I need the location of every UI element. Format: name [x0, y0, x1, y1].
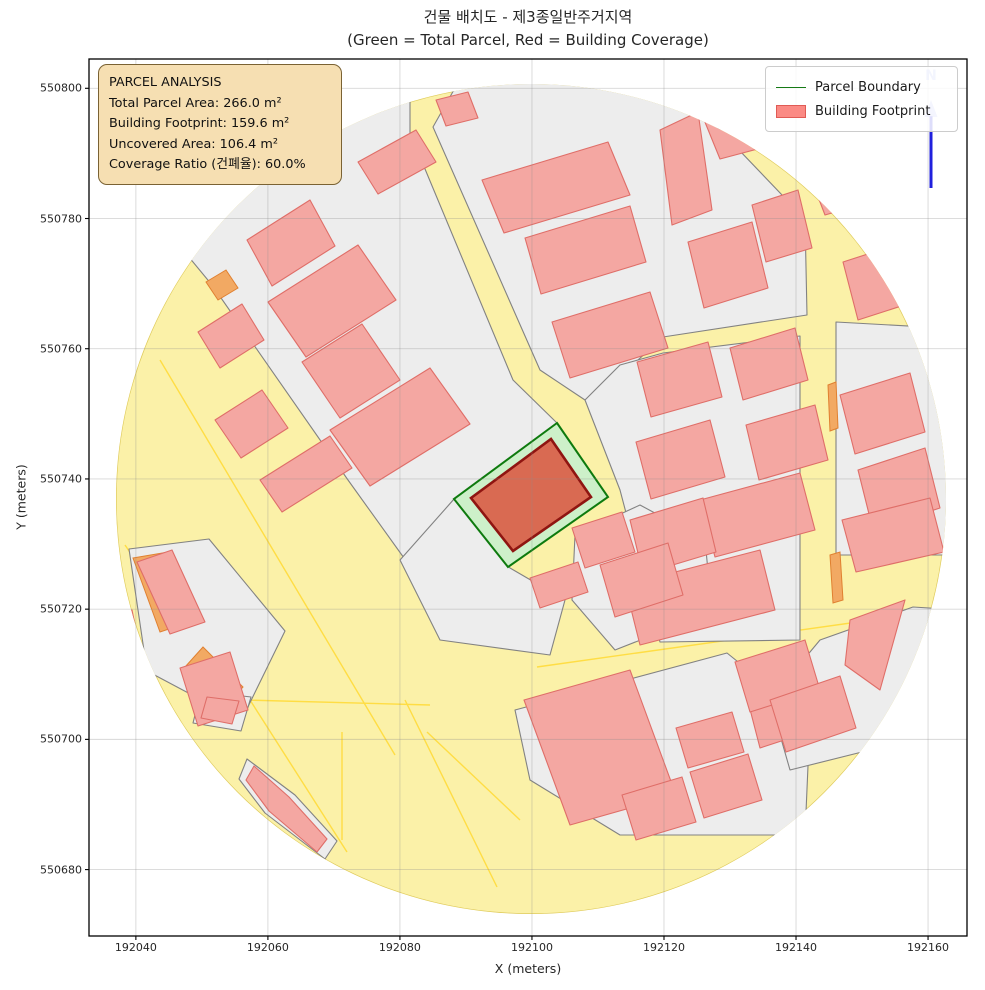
- target-building-footprint: [469, 437, 593, 553]
- legend: Parcel Boundary Building Footprint: [765, 66, 958, 132]
- x-tick-label: 192060: [246, 941, 289, 954]
- x-tick-label: 192080: [378, 941, 421, 954]
- road-centerline: [536, 618, 880, 668]
- x-tick-label: 192160: [907, 941, 950, 954]
- building-polygon: [687, 221, 769, 309]
- building-polygon: [839, 372, 926, 455]
- building-polygon: [267, 244, 397, 358]
- legend-label-building-footprint: Building Footprint: [815, 103, 931, 119]
- building-polygon: [481, 141, 631, 234]
- road-centerline: [159, 359, 396, 756]
- building-polygon: [259, 435, 353, 513]
- road-centerline: [426, 731, 521, 821]
- x-tick-label: 192140: [775, 941, 818, 954]
- parcel-analysis-box: PARCEL ANALYSIS Total Parcel Area: 266.0…: [98, 64, 342, 185]
- road-centerline: [244, 699, 431, 706]
- orange-lot: [827, 381, 839, 432]
- building-polygon: [635, 419, 726, 500]
- building-polygon: [245, 765, 328, 853]
- building-polygon: [751, 189, 813, 263]
- building-polygon: [675, 711, 745, 769]
- building-polygon: [529, 561, 589, 609]
- building-polygon: [357, 129, 437, 195]
- y-tick-label: 550720: [40, 602, 82, 616]
- building-polygon: [197, 303, 265, 369]
- building-polygon: [624, 549, 776, 646]
- map-layers: [116, 84, 946, 914]
- building-polygon: [769, 675, 857, 753]
- building-polygon: [214, 389, 289, 459]
- building-polygon: [329, 367, 471, 487]
- x-tick-label: 192120: [642, 941, 685, 954]
- parcel-boundary-line-swatch: [776, 86, 806, 88]
- chart-title: 건물 배치도 - 제3종일반주거지역 (Green = Total Parcel…: [89, 6, 967, 52]
- orange-lot: [829, 551, 844, 604]
- road-centerline: [249, 699, 348, 853]
- building-polygon: [571, 511, 636, 569]
- y-tick-label: 550780: [40, 212, 82, 225]
- info-line-total: Total Parcel Area: 266.0 m²: [109, 95, 282, 111]
- legend-item-parcel-boundary: Parcel Boundary: [776, 75, 947, 99]
- building-polygon: [551, 291, 669, 379]
- y-tick-label: 550800: [40, 81, 82, 95]
- building-polygon: [636, 341, 723, 418]
- chart-title-line2: (Green = Total Parcel, Red = Building Co…: [347, 31, 709, 49]
- building-polygon: [599, 542, 684, 618]
- y-tick-label: 550740: [40, 472, 82, 486]
- x-axis-label: X (meters): [494, 961, 562, 976]
- chart-title-line1: 건물 배치도 - 제3종일반주거지역: [423, 8, 633, 26]
- building-polygon: [659, 111, 713, 226]
- building-polygon: [435, 91, 479, 127]
- building-footprint-patch-swatch: [776, 104, 806, 118]
- building-polygon: [621, 776, 697, 841]
- building-polygon: [844, 599, 906, 691]
- legend-item-building-footprint: Building Footprint: [776, 99, 947, 123]
- info-line-uncovered: Uncovered Area: 106.4 m²: [109, 136, 278, 152]
- y-tick-label: 550760: [40, 342, 82, 356]
- building-polygon: [745, 404, 829, 481]
- axes-frame: [88, 58, 968, 937]
- info-line-coverage: Coverage Ratio (건폐율): 60.0%: [109, 157, 306, 172]
- x-tick-label: 192040: [114, 941, 157, 954]
- building-polygon: [136, 549, 206, 635]
- building-polygon: [301, 323, 401, 419]
- info-line-footprint: Building Footprint: 159.6 m²: [109, 116, 290, 131]
- info-line-title: PARCEL ANALYSIS: [109, 75, 222, 90]
- building-polygon: [524, 205, 647, 295]
- orange-lot: [205, 269, 239, 301]
- building-polygon: [689, 753, 763, 819]
- y-tick-label: 550680: [40, 863, 82, 877]
- building-polygon: [246, 199, 336, 287]
- x-tick-label: 192100: [510, 941, 553, 954]
- y-tick-label: 550700: [40, 732, 82, 746]
- y-axis-label: Y (meters): [13, 464, 29, 530]
- building-polygon: [729, 327, 809, 401]
- road-centerline: [404, 699, 498, 888]
- building-polygon: [200, 696, 240, 725]
- legend-label-parcel-boundary: Parcel Boundary: [815, 79, 921, 95]
